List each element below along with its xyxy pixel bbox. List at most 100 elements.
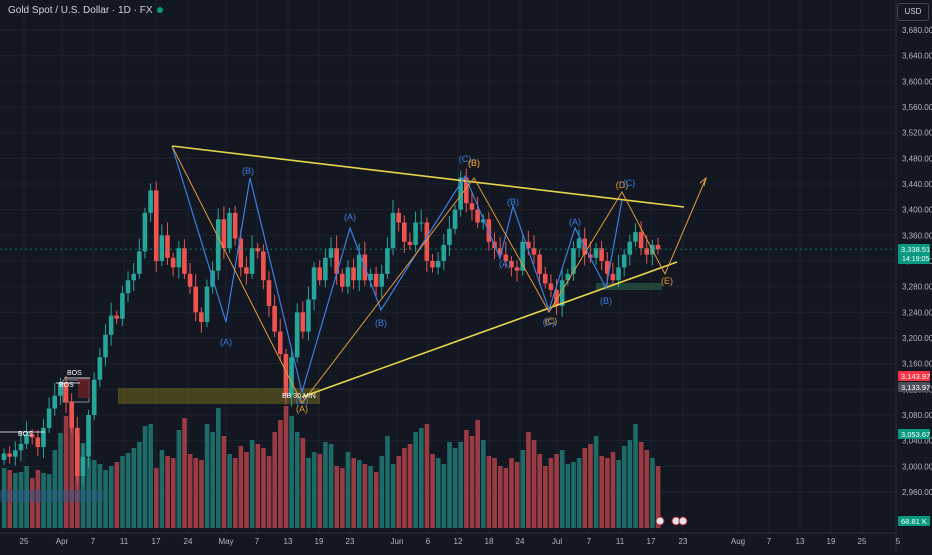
price-badge-text: 3,143.97 bbox=[901, 372, 930, 381]
candle-body bbox=[244, 267, 249, 274]
volume-bar bbox=[289, 416, 294, 528]
supply-zone bbox=[78, 378, 90, 398]
volume-bar bbox=[294, 432, 300, 528]
candle-body bbox=[249, 248, 255, 274]
candle-body bbox=[356, 254, 362, 281]
volume-bar bbox=[328, 444, 334, 528]
candle-body bbox=[588, 254, 593, 258]
wave-label: (C) bbox=[296, 396, 309, 406]
currency-button[interactable]: USD bbox=[897, 3, 929, 21]
candle-body bbox=[159, 235, 165, 261]
time-tick-label: Aug bbox=[731, 537, 745, 546]
volume-bar bbox=[142, 426, 148, 528]
volume-bar bbox=[379, 456, 385, 528]
candle-body bbox=[469, 203, 475, 210]
candle-body bbox=[503, 254, 509, 261]
price-badge-text: 3,053.67 bbox=[901, 430, 930, 439]
volume-bar bbox=[13, 473, 18, 528]
volume-bar bbox=[481, 440, 486, 528]
volume-bar bbox=[390, 464, 396, 528]
candle-body bbox=[80, 456, 86, 476]
candle-body bbox=[413, 222, 418, 245]
bb-zone-label: BB 30 MIN bbox=[282, 393, 316, 400]
volume-bar bbox=[255, 444, 261, 528]
candle-body bbox=[108, 315, 114, 335]
volume-bar bbox=[407, 444, 413, 528]
volume-bar bbox=[531, 440, 537, 528]
time-tick-label: 7 bbox=[587, 537, 592, 546]
volume-bar bbox=[559, 450, 565, 528]
time-tick-label: 24 bbox=[184, 537, 193, 546]
candle-body bbox=[91, 379, 97, 415]
candle-body bbox=[542, 273, 548, 284]
volume-bar bbox=[221, 436, 227, 528]
candle-body bbox=[294, 312, 300, 358]
price-badge[interactable] bbox=[898, 429, 930, 439]
symbol-title[interactable]: Gold Spot / U.S. Dollar · 1D · FX bbox=[8, 5, 163, 16]
candle-body bbox=[193, 286, 198, 313]
candle-body bbox=[407, 241, 413, 245]
volume-bar bbox=[565, 464, 571, 528]
time-tick-label: 23 bbox=[346, 537, 355, 546]
candle-body bbox=[430, 261, 435, 268]
price-badge[interactable] bbox=[898, 244, 930, 264]
candle-body bbox=[238, 238, 244, 268]
candle-body bbox=[266, 280, 272, 306]
candle-body bbox=[644, 248, 650, 255]
candle-body bbox=[604, 261, 610, 274]
price-badge-text: 3,133.97 bbox=[901, 383, 930, 392]
candle-body bbox=[475, 209, 480, 223]
time-tick-label: 11 bbox=[616, 537, 625, 546]
bos-label: BOS bbox=[59, 382, 74, 389]
volume-bar bbox=[548, 458, 554, 528]
volume-bar bbox=[1, 468, 7, 528]
volume-bar bbox=[537, 454, 543, 528]
time-tick-label: 5 bbox=[896, 537, 901, 546]
candle-body bbox=[176, 248, 182, 268]
price-tick-label: 3,200.00 bbox=[902, 334, 932, 343]
time-tick-label: 11 bbox=[120, 537, 129, 546]
candle-body bbox=[424, 222, 430, 261]
economic-event-icon[interactable] bbox=[678, 516, 688, 526]
candle-body bbox=[621, 254, 627, 268]
volume-bar bbox=[396, 456, 402, 528]
volume-bar bbox=[576, 458, 582, 528]
candle-body bbox=[497, 248, 503, 255]
volume-bar bbox=[261, 448, 266, 528]
wave-label: (A) bbox=[499, 259, 511, 269]
volume-bar bbox=[58, 433, 63, 528]
price-badge[interactable] bbox=[898, 382, 930, 392]
volume-bar bbox=[86, 458, 91, 528]
price-tick-label: 3,360.00 bbox=[902, 231, 932, 240]
arrow-icon bbox=[699, 176, 707, 187]
volume-bar bbox=[238, 446, 244, 528]
volume-bar bbox=[362, 464, 368, 528]
candle-body bbox=[232, 212, 238, 239]
candle-body bbox=[283, 354, 289, 396]
volume-bar bbox=[193, 458, 199, 528]
price-tick-label: 3,640.00 bbox=[902, 52, 932, 61]
candle-body bbox=[12, 450, 18, 457]
candle-body bbox=[514, 267, 520, 271]
time-tick-label: Apr bbox=[56, 537, 69, 546]
price-badge[interactable] bbox=[898, 516, 930, 526]
candle-body bbox=[520, 241, 525, 271]
volume-bar bbox=[272, 432, 278, 528]
price-badge[interactable] bbox=[898, 371, 930, 381]
volume-bar bbox=[458, 442, 464, 528]
volume-bar bbox=[170, 458, 176, 528]
candle-body bbox=[221, 219, 227, 249]
volume-bar bbox=[424, 424, 430, 528]
volume-bar bbox=[69, 410, 75, 528]
candle-body bbox=[571, 248, 576, 274]
price-tick-label: 3,560.00 bbox=[902, 103, 932, 112]
volume-bar bbox=[509, 458, 514, 528]
volume-bar bbox=[464, 430, 469, 528]
candle-body bbox=[576, 238, 582, 249]
volume-bar bbox=[430, 454, 435, 528]
time-tick-label: 23 bbox=[679, 537, 688, 546]
candle-body bbox=[300, 312, 306, 332]
economic-event-icon[interactable] bbox=[655, 516, 665, 526]
